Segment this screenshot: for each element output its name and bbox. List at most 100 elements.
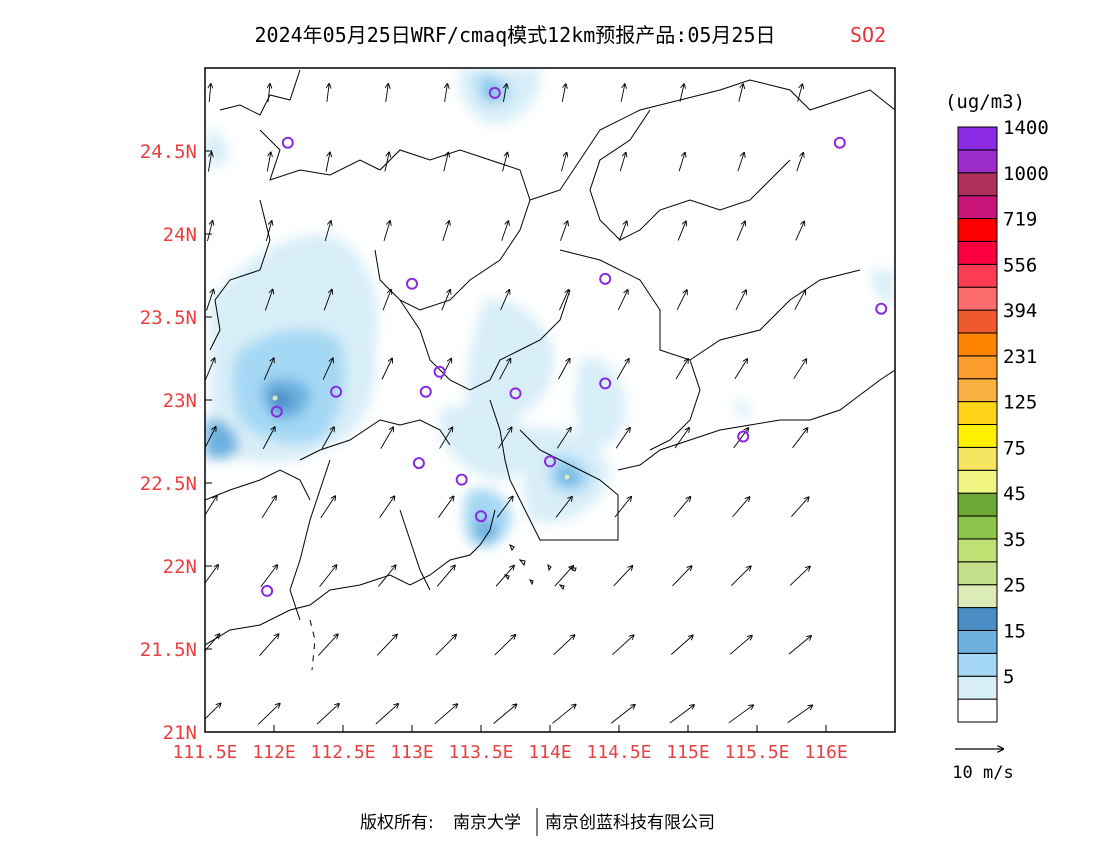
city-marker bbox=[433, 365, 446, 378]
colorbar-segment bbox=[957, 240, 998, 265]
city-marker bbox=[330, 385, 343, 398]
copyright-prefix: 版权所有: bbox=[360, 813, 434, 833]
wind-arrow bbox=[612, 635, 633, 656]
wind-arrow bbox=[729, 636, 752, 655]
wind-arrow bbox=[732, 497, 750, 518]
wind-arrow bbox=[791, 497, 808, 518]
wind-arrow bbox=[320, 496, 335, 519]
wind-arrow bbox=[496, 497, 513, 518]
wind-arrow bbox=[620, 84, 625, 102]
wind-arrow bbox=[788, 636, 811, 655]
wind-arrow bbox=[556, 428, 571, 449]
lat-tick-label: 21.5N bbox=[140, 639, 197, 661]
city-marker bbox=[261, 584, 274, 597]
wind-arrow bbox=[381, 358, 392, 380]
wind-arrow bbox=[670, 636, 692, 655]
wind-arrow bbox=[618, 221, 626, 241]
colorbar-label: 75 bbox=[1003, 437, 1026, 459]
city-marker bbox=[544, 455, 556, 468]
lon-tick-label: 113E bbox=[390, 742, 433, 763]
colorbar-segment bbox=[957, 561, 998, 586]
wind-arrow bbox=[792, 428, 808, 449]
wind-arrow bbox=[796, 153, 803, 172]
wind-arrow bbox=[316, 704, 339, 725]
colorbar-label: 125 bbox=[1003, 392, 1037, 414]
colorbar-label: 231 bbox=[1003, 346, 1037, 368]
wind-reference-label: 10 m/s bbox=[952, 763, 1013, 783]
wind-arrow bbox=[675, 359, 688, 380]
footer: 版权所有: 南京大学 南京创蓝科技有限公司 bbox=[360, 808, 715, 836]
wind-arrow bbox=[678, 153, 685, 172]
wind-arrow bbox=[443, 153, 448, 172]
wind-arrow bbox=[435, 635, 456, 656]
lon-tick-label: 111.5E bbox=[172, 742, 237, 763]
wind-arrow bbox=[560, 221, 567, 241]
wind-arrow bbox=[322, 358, 333, 380]
wind-arrow bbox=[674, 428, 689, 449]
city-markers bbox=[261, 86, 888, 597]
wind-arrow bbox=[260, 565, 277, 588]
colorbar-segment bbox=[957, 584, 998, 609]
wind-arrow bbox=[442, 221, 449, 241]
wind-arrow bbox=[789, 567, 810, 586]
wind-arrow bbox=[793, 359, 807, 380]
colorbar-segment bbox=[957, 149, 998, 174]
colorbar-label: 719 bbox=[1003, 209, 1037, 231]
wind-arrow bbox=[439, 427, 453, 449]
colorbar-label: 15 bbox=[1003, 620, 1026, 642]
colorbar-segment bbox=[957, 378, 998, 403]
wind-arrow bbox=[737, 153, 744, 172]
colorbar-segment bbox=[957, 401, 998, 426]
wind-arrow bbox=[501, 221, 509, 241]
longitude-axis: 111.5E 112E 112.5E 113E 113.5E 114E 114.5E 115E… bbox=[172, 725, 848, 763]
colorbar-label: 556 bbox=[1003, 254, 1037, 276]
legend-unit: (ug/m3) bbox=[945, 91, 1025, 113]
wind-arrow bbox=[376, 635, 397, 656]
wind-arrow bbox=[499, 359, 511, 380]
org-nanjing-university: 南京大学 bbox=[453, 813, 521, 833]
lon-tick-label: 114E bbox=[528, 742, 571, 763]
wind-arrow bbox=[794, 290, 805, 310]
wind-arrow bbox=[268, 84, 270, 102]
city-marker bbox=[406, 277, 418, 290]
wind-arrow bbox=[502, 153, 508, 172]
wind-arrow bbox=[676, 290, 687, 311]
wind-arrow bbox=[734, 359, 747, 380]
wind-arrow bbox=[795, 222, 804, 241]
city-marker bbox=[488, 86, 501, 99]
wind-arrow bbox=[327, 84, 329, 102]
lon-tick-label: 114.5E bbox=[586, 742, 651, 763]
wind-arrow bbox=[554, 566, 573, 587]
colorbar-segment bbox=[957, 629, 998, 654]
wind-arrow bbox=[380, 427, 393, 449]
wind-arrow bbox=[436, 566, 455, 587]
wind-arrow bbox=[787, 705, 813, 723]
wind-arrow bbox=[494, 635, 515, 656]
wind-arrow bbox=[555, 497, 572, 518]
colorbar-label: 1000 bbox=[1003, 163, 1049, 185]
colorbar-label: 394 bbox=[1003, 300, 1037, 322]
lon-tick-label: 115.5E bbox=[724, 742, 789, 763]
wind-arrow bbox=[728, 705, 753, 724]
wind-arrow bbox=[561, 84, 565, 102]
wind-arrow bbox=[560, 153, 566, 172]
wind-arrow bbox=[735, 290, 746, 310]
lon-tick-label: 112.5E bbox=[310, 742, 375, 763]
wind-arrow bbox=[498, 428, 511, 449]
latitude-axis: 24.5N 24N 23.5N 23N 22.5N 22N 21.5N 21N bbox=[140, 141, 212, 744]
city-marker bbox=[833, 136, 846, 149]
city-marker bbox=[281, 136, 294, 149]
colorbar-labels: 5 15 25 35 45 75 125 231 394 556 719 1000 1400 bbox=[1003, 117, 1049, 688]
lat-tick-label: 22N bbox=[163, 556, 197, 578]
wind-arrow bbox=[616, 359, 629, 380]
wind-arrow bbox=[552, 705, 575, 724]
wind-arrow bbox=[500, 290, 510, 311]
city-marker bbox=[419, 385, 432, 398]
wind-arrow bbox=[382, 290, 391, 311]
colorbar-segment bbox=[957, 652, 998, 677]
wind-arrow bbox=[615, 428, 630, 449]
wind-arrow bbox=[797, 84, 803, 102]
city-marker bbox=[599, 377, 612, 390]
wind-arrow bbox=[379, 496, 395, 518]
